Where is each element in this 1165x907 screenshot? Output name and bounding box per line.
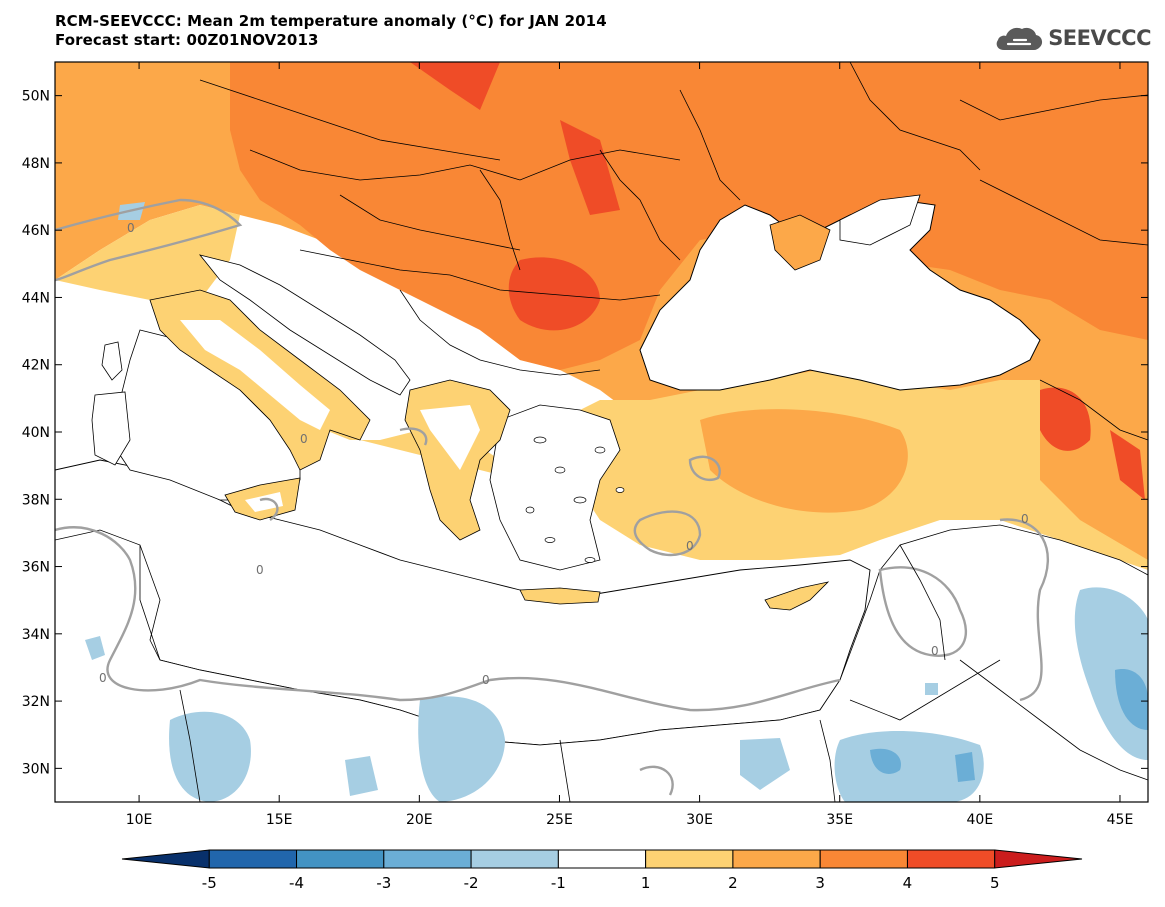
- colorbar-segment: [208, 849, 298, 869]
- sea-of-azov: [839, 194, 921, 246]
- lon-tick-label: 45E: [1107, 812, 1134, 828]
- colorbar-label: 2: [728, 874, 738, 892]
- lat-tick-label: 44N: [22, 290, 50, 306]
- colorbar-label: 5: [990, 874, 1000, 892]
- aegean-islands: [525, 436, 625, 563]
- corsica: [101, 341, 123, 381]
- anomaly-band-3-4: [230, 62, 1148, 370]
- colorbar-label: -5: [202, 874, 217, 892]
- title-block: RCM-SEEVCCC: Mean 2m temperature anomaly…: [55, 12, 607, 50]
- lat-tick-label: 40N: [22, 425, 50, 441]
- map-title: RCM-SEEVCCC: Mean 2m temperature anomaly…: [55, 12, 607, 30]
- contour-label: 0: [1021, 512, 1029, 526]
- lon-tick-label: 15E: [266, 812, 293, 828]
- colorbar-segment: [557, 849, 647, 869]
- lon-tick-label: 25E: [546, 812, 573, 828]
- zero-contours: [55, 198, 1050, 796]
- lat-tick-label: 38N: [22, 492, 50, 508]
- colorbar: -5 -4 -3 -2 -1 1 2 3 4 5: [121, 849, 1083, 892]
- aegean-sea: [489, 404, 621, 571]
- anomaly-band-4-5: [410, 62, 1145, 500]
- negative-anomaly-patches: [85, 202, 1148, 802]
- latitude-axis: 30N 32N 34N 36N 38N 40N 42N 44N 46N 48N 50N: [22, 89, 1148, 777]
- colorbar-label: 4: [903, 874, 913, 892]
- colorbar-label: -3: [376, 874, 391, 892]
- cloud-logo-icon: [996, 27, 1043, 50]
- contour-label: 0: [931, 644, 939, 658]
- colorbar-segment: [121, 849, 210, 869]
- longitude-axis: 10E 15E 20E 25E 30E 35E 40E 45E: [126, 62, 1134, 828]
- forecast-start-label: Forecast start: 00Z01NOV2013: [55, 31, 319, 49]
- contour-label: 0: [300, 432, 308, 446]
- italy-interior-white: [180, 320, 330, 430]
- colorbar-segment: [470, 849, 559, 869]
- contour-label: 0: [686, 539, 694, 553]
- lon-tick-label: 10E: [126, 812, 153, 828]
- seevccc-logo: SEEVCCC: [994, 22, 1151, 54]
- colorbar-label: -1: [551, 874, 566, 892]
- lat-tick-label: 42N: [22, 358, 50, 374]
- lat-tick-label: 32N: [22, 694, 50, 710]
- negative-anomaly-core: [870, 669, 1148, 782]
- colorbar-segment: [645, 849, 734, 869]
- lon-tick-label: 35E: [826, 812, 853, 828]
- colorbar-label: -2: [464, 874, 479, 892]
- sardinia: [91, 391, 131, 466]
- lon-tick-label: 40E: [967, 812, 994, 828]
- contour-label: 0: [99, 671, 107, 685]
- country-borders: [139, 62, 1148, 802]
- lon-tick-label: 20E: [406, 812, 433, 828]
- lat-tick-label: 30N: [22, 761, 50, 777]
- crimea: [769, 214, 831, 271]
- sicily-interior: [245, 492, 283, 512]
- colorbar-segment: [732, 849, 821, 869]
- greece-interior-white: [420, 405, 480, 470]
- lat-tick-label: 36N: [22, 560, 50, 576]
- lon-tick-label: 30E: [686, 812, 713, 828]
- colorbar-segment: [819, 849, 908, 869]
- logo-text: SEEVCCC: [1048, 26, 1151, 50]
- lat-tick-label: 50N: [22, 89, 50, 105]
- lat-tick-label: 34N: [22, 627, 50, 643]
- cyprus: [764, 581, 830, 611]
- contour-label: 0: [482, 673, 490, 687]
- crete: [519, 587, 601, 605]
- contour-label: 0: [256, 563, 264, 577]
- adriatic-sea: [198, 254, 411, 396]
- colorbar-label: 3: [815, 874, 825, 892]
- lat-tick-label: 48N: [22, 156, 50, 172]
- colorbar-segment: [994, 849, 1083, 869]
- map-plot-area: 0 0 0 0 0 0 0 0: [55, 62, 1148, 802]
- black-sea: [639, 199, 1041, 391]
- colorbar-segment: [296, 849, 385, 869]
- colorbar-segment: [906, 849, 996, 869]
- anomaly-band-2-3-anatolia: [700, 409, 908, 513]
- colorbar-segment: [383, 849, 472, 869]
- colorbar-label: 1: [641, 874, 651, 892]
- lat-tick-label: 46N: [22, 223, 50, 239]
- colorbar-label: -4: [289, 874, 304, 892]
- zero-contour-labels: 0 0 0 0 0 0 0 0: [99, 221, 1029, 687]
- contour-label: 0: [127, 221, 135, 235]
